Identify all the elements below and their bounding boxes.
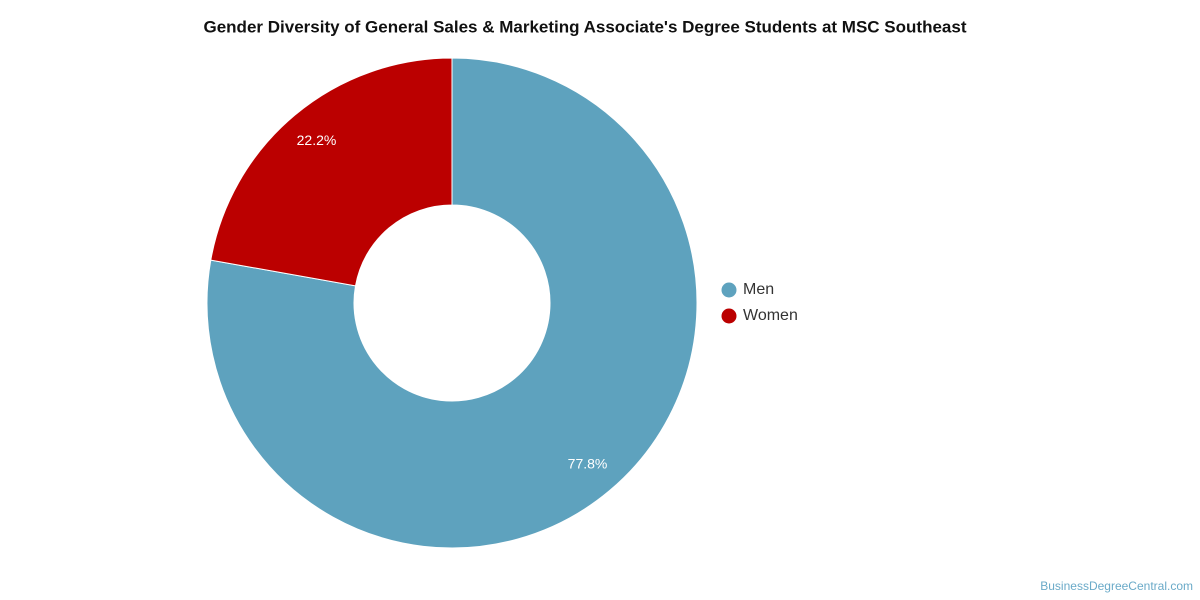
legend-label: Women (743, 307, 798, 324)
legend-label: Men (743, 281, 774, 298)
legend-swatch (721, 282, 737, 298)
donut-slice (206, 57, 698, 549)
slice-label: 22.2% (297, 132, 337, 148)
slice-label: 77.8% (568, 455, 608, 471)
chart-title: Gender Diversity of General Sales & Mark… (204, 17, 967, 36)
donut-slice (210, 57, 453, 287)
credit: BusinessDegreeCentral.com (1040, 579, 1193, 593)
legend-swatch (721, 308, 737, 324)
